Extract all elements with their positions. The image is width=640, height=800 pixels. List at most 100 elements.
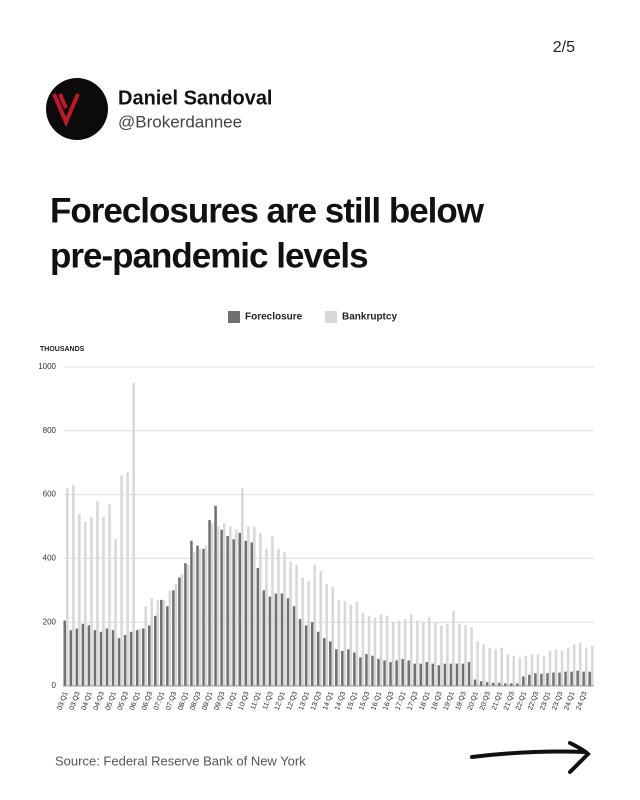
bar: [494, 649, 497, 686]
bar: [391, 622, 395, 686]
bar: [422, 622, 425, 686]
bar: [331, 587, 335, 686]
bar: [588, 671, 591, 686]
bar: [407, 660, 410, 686]
bar: [560, 650, 564, 686]
next-arrow[interactable]: [470, 741, 591, 774]
bar: [166, 606, 169, 686]
bar: [431, 663, 435, 686]
bar: [397, 620, 401, 686]
bar: [347, 649, 350, 686]
bar: [81, 623, 85, 686]
bar: [355, 601, 359, 686]
bar: [467, 662, 471, 686]
bar: [120, 475, 123, 686]
bar: [298, 619, 302, 686]
bar: [253, 526, 256, 686]
bar: [419, 663, 423, 686]
bar: [220, 529, 223, 686]
y-tick-label: 400: [43, 554, 57, 563]
bar: [244, 540, 248, 686]
bar: [558, 672, 561, 686]
bar: [108, 504, 111, 686]
bar: [488, 647, 491, 686]
bar: [409, 614, 413, 686]
bar: [322, 638, 326, 686]
y-tick-label: 200: [43, 617, 57, 626]
bar: [449, 663, 453, 686]
bar: [105, 628, 109, 686]
bar: [566, 647, 570, 686]
bar: [228, 526, 232, 686]
bar: [160, 599, 163, 686]
bar: [286, 598, 290, 686]
bar: [292, 606, 296, 686]
legend-label: Foreclosure: [245, 312, 303, 323]
bar: [506, 654, 510, 686]
bar: [383, 660, 386, 686]
bar: [536, 654, 540, 686]
bar: [69, 630, 73, 686]
bar: [210, 523, 214, 686]
bar: [428, 617, 431, 686]
bar: [349, 604, 353, 686]
bar: [335, 649, 338, 686]
bar: [425, 662, 429, 686]
bar: [283, 552, 286, 686]
bar: [180, 574, 184, 686]
bar: [202, 548, 205, 686]
bar: [222, 523, 226, 686]
bar: [75, 628, 79, 686]
bar: [516, 683, 519, 686]
bar: [455, 663, 459, 686]
bar: [524, 655, 528, 686]
bar: [132, 382, 135, 686]
avatar-logo: [52, 93, 80, 128]
bar: [434, 622, 437, 686]
bar: [491, 682, 495, 686]
bar: [96, 500, 99, 686]
bar: [90, 516, 93, 686]
bar: [458, 623, 461, 686]
bar: [443, 663, 447, 686]
bar: [99, 631, 103, 686]
bar: [570, 671, 573, 686]
bar: [564, 671, 567, 686]
bar: [174, 583, 178, 686]
avatar[interactable]: [46, 78, 108, 140]
bar: [238, 532, 242, 686]
bar: [576, 670, 579, 686]
headline-line: pre-pandemic levels: [50, 236, 368, 275]
bar: [304, 625, 308, 686]
bar: [141, 628, 145, 686]
bar: [437, 665, 441, 686]
bar: [232, 539, 235, 686]
bar: [277, 548, 280, 686]
bar: [295, 564, 298, 686]
bar: [301, 577, 304, 686]
bar: [518, 657, 522, 686]
bar: [395, 660, 398, 686]
bar: [184, 563, 187, 686]
bar: [117, 638, 121, 686]
author-name[interactable]: Daniel Sandoval: [118, 87, 273, 109]
bar: [512, 655, 516, 686]
bar: [63, 620, 67, 686]
bar: [479, 681, 483, 686]
bar: [503, 683, 507, 686]
bar: [93, 630, 97, 686]
bar: [271, 536, 274, 686]
author-handle[interactable]: @Brokerdannee: [118, 112, 242, 131]
bar: [138, 628, 141, 686]
bar: [226, 536, 229, 686]
bar: [476, 641, 479, 686]
bar: [126, 472, 129, 686]
bar: [353, 652, 356, 686]
bar: [307, 580, 310, 686]
bar: [464, 625, 467, 686]
bar: [259, 532, 262, 686]
bar: [87, 625, 91, 686]
bar: [274, 593, 278, 686]
bar: [172, 590, 175, 686]
